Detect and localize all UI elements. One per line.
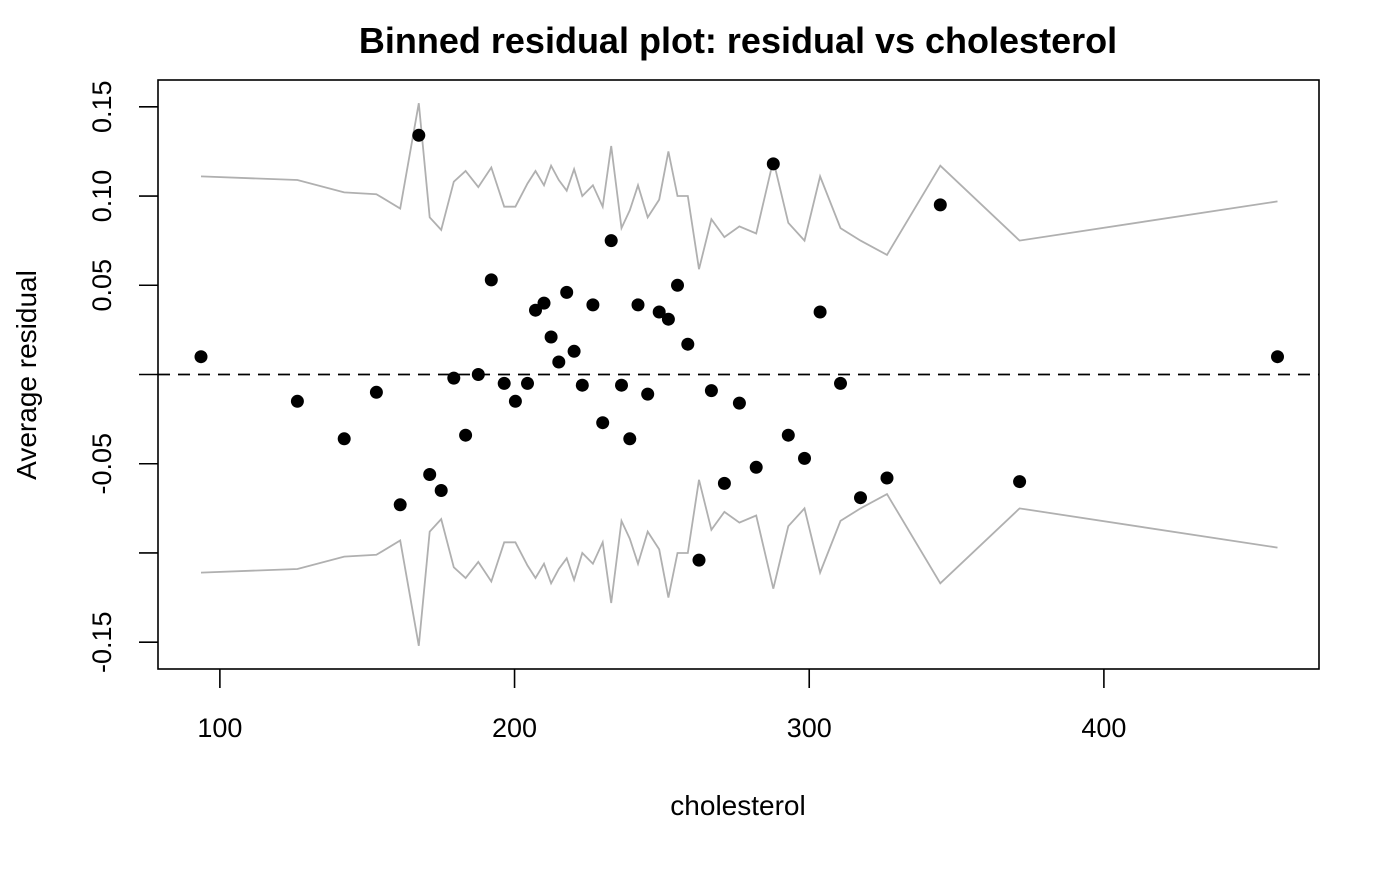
data-point bbox=[369, 385, 383, 399]
y-tick-label: 0.05 bbox=[87, 259, 117, 312]
data-point bbox=[661, 312, 675, 326]
upper-bound-line bbox=[200, 103, 1278, 270]
data-point bbox=[933, 198, 947, 212]
data-point bbox=[575, 378, 589, 392]
x-tick-label: 300 bbox=[787, 713, 832, 743]
lower-bound-line bbox=[200, 479, 1278, 646]
data-point bbox=[567, 344, 581, 358]
data-point bbox=[447, 371, 461, 385]
y-tick-label: -0.05 bbox=[87, 433, 117, 495]
data-point bbox=[560, 285, 574, 299]
data-point bbox=[508, 394, 522, 408]
data-point bbox=[623, 432, 637, 446]
x-tick-label: 200 bbox=[492, 713, 537, 743]
x-axis-title: cholesterol bbox=[670, 790, 805, 821]
plot-layer: 100 200 300 400 -0.15 -0.05 0.05 0.10 0.15 bbox=[87, 79, 1320, 743]
data-point bbox=[290, 394, 304, 408]
data-point bbox=[671, 278, 684, 292]
chart-title: Binned residual plot: residual vs choles… bbox=[359, 20, 1117, 61]
data-point bbox=[544, 330, 558, 344]
y-tick-label: -0.15 bbox=[87, 611, 117, 673]
x-tick-label: 400 bbox=[1081, 713, 1126, 743]
data-point bbox=[521, 376, 534, 390]
data-point bbox=[631, 298, 645, 312]
data-point bbox=[781, 428, 795, 442]
data-point bbox=[459, 428, 473, 442]
data-point bbox=[423, 468, 437, 481]
data-point bbox=[717, 476, 731, 490]
data-point bbox=[704, 384, 718, 398]
y-tick-label: 0.15 bbox=[87, 80, 117, 133]
data-point bbox=[880, 471, 894, 485]
data-point bbox=[681, 337, 695, 351]
data-point bbox=[641, 387, 655, 401]
data-point bbox=[471, 368, 485, 381]
data-point bbox=[798, 451, 811, 465]
data-point bbox=[834, 376, 847, 390]
data-point bbox=[497, 376, 511, 390]
data-point bbox=[1271, 350, 1284, 364]
data-point bbox=[1013, 475, 1027, 489]
data-point bbox=[615, 378, 628, 392]
data-point bbox=[529, 303, 542, 317]
plot-area bbox=[158, 103, 1319, 646]
data-point bbox=[766, 157, 780, 171]
data-point bbox=[552, 355, 566, 369]
data-point bbox=[732, 396, 746, 410]
data-point bbox=[813, 305, 827, 319]
data-point bbox=[652, 305, 666, 319]
x-tick-label: 100 bbox=[197, 713, 242, 743]
data-point bbox=[596, 416, 610, 430]
data-point bbox=[194, 350, 208, 364]
data-point bbox=[692, 553, 706, 567]
data-point bbox=[434, 484, 448, 497]
data-point bbox=[586, 298, 600, 312]
data-point bbox=[412, 128, 426, 142]
data-point bbox=[604, 234, 618, 248]
data-point bbox=[484, 273, 498, 287]
data-point bbox=[393, 498, 407, 512]
data-point bbox=[749, 460, 763, 474]
data-point bbox=[537, 296, 551, 310]
y-axis-title: Average residual bbox=[11, 270, 42, 480]
data-point bbox=[854, 491, 867, 505]
data-point bbox=[337, 432, 351, 446]
y-tick-label: 0.10 bbox=[87, 170, 117, 223]
